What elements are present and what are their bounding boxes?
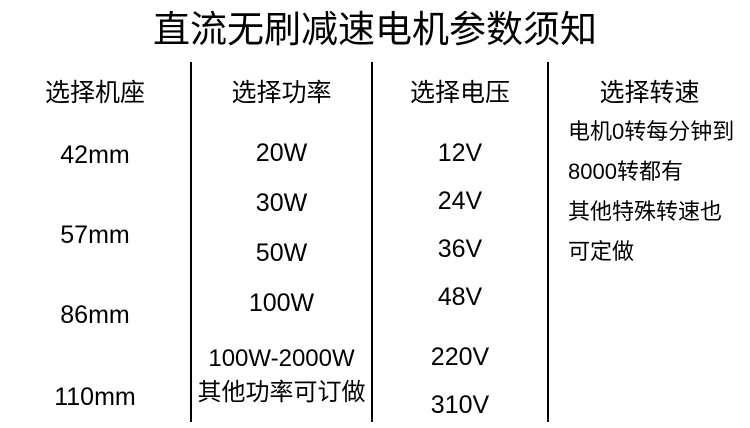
cell-power-5: 其他功率可订做 — [197, 379, 366, 406]
cell-power-0: 20W — [255, 139, 308, 167]
cell-voltage-1: 24V — [437, 187, 483, 215]
column-divider-3 — [547, 62, 549, 422]
cell-speed-3: 可定做 — [568, 239, 635, 264]
cell-power-3: 100W — [248, 289, 315, 317]
column-power: 选择功率 20W 30W 50W 100W 100W-2000W 其他功率可订做 — [192, 62, 371, 428]
cell-voltage-4: 220V — [430, 343, 490, 371]
column-divider-2 — [371, 62, 373, 422]
cell-frame-size-1: 57mm — [60, 221, 130, 249]
column-header-speed: 选择转速 — [599, 79, 700, 107]
cell-frame-size-3: 110mm — [54, 383, 136, 411]
column-divider-1 — [190, 62, 192, 422]
cell-speed-0: 电机0转每分钟到 — [568, 119, 735, 144]
cell-frame-size-2: 86mm — [60, 301, 130, 329]
column-frame-size: 选择机座 42mm 57mm 86mm 110mm — [0, 62, 190, 428]
column-voltage: 选择电压 12V 24V 36V 48V 220V 310V — [373, 62, 547, 428]
column-header-voltage: 选择电压 — [409, 79, 510, 107]
column-speed: 选择转速 电机0转每分钟到 8000转都有 其他特殊转速也 可定做 — [549, 62, 750, 428]
page-title: 直流无刷减速电机参数须知 — [153, 9, 597, 50]
cell-speed-1: 8000转都有 — [568, 159, 683, 184]
cell-power-1: 30W — [255, 189, 308, 217]
column-header-power: 选择功率 — [231, 79, 332, 107]
cell-voltage-2: 36V — [437, 235, 483, 263]
cell-power-4: 100W-2000W — [208, 345, 355, 372]
column-header-frame-size: 选择机座 — [44, 79, 145, 107]
cell-power-2: 50W — [255, 239, 308, 267]
cell-speed-2: 其他特殊转速也 — [568, 199, 723, 224]
cell-voltage-5: 310V — [430, 391, 490, 419]
cell-voltage-0: 12V — [437, 139, 483, 167]
cell-voltage-3: 48V — [437, 283, 483, 311]
cell-frame-size-0: 42mm — [60, 141, 130, 169]
